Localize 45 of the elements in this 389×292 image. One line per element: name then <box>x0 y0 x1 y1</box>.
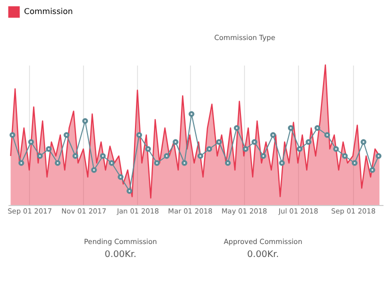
point <box>118 174 124 180</box>
point <box>206 146 212 152</box>
point <box>252 139 258 145</box>
point <box>288 125 294 131</box>
point <box>100 153 106 159</box>
point <box>260 153 266 159</box>
point <box>46 146 52 152</box>
point <box>198 153 204 159</box>
point <box>28 139 34 145</box>
text: 0.00Kr. <box>104 250 136 260</box>
point <box>234 125 240 131</box>
point <box>342 153 348 159</box>
point <box>216 139 222 145</box>
point <box>352 160 358 166</box>
point <box>64 132 70 138</box>
point <box>136 132 142 138</box>
point <box>54 160 61 166</box>
point <box>369 167 376 173</box>
point <box>18 160 24 166</box>
point <box>10 132 16 138</box>
point <box>154 160 160 166</box>
point <box>188 111 194 117</box>
point <box>296 146 303 152</box>
point <box>306 139 312 145</box>
point <box>224 160 231 166</box>
point <box>324 132 330 138</box>
point <box>37 153 43 159</box>
point <box>376 153 382 159</box>
point <box>82 118 88 124</box>
point <box>108 160 115 166</box>
point <box>91 167 97 173</box>
point <box>126 188 132 194</box>
point <box>279 160 285 166</box>
point <box>314 125 320 131</box>
legend-label: Commission <box>24 7 73 16</box>
text: 0.00Kr. <box>247 250 279 260</box>
point <box>333 146 339 152</box>
point <box>242 146 248 152</box>
point <box>172 139 178 145</box>
point <box>164 153 170 159</box>
point <box>360 139 366 145</box>
point <box>182 160 188 166</box>
point <box>72 153 78 159</box>
point <box>270 132 276 138</box>
point <box>145 146 151 152</box>
